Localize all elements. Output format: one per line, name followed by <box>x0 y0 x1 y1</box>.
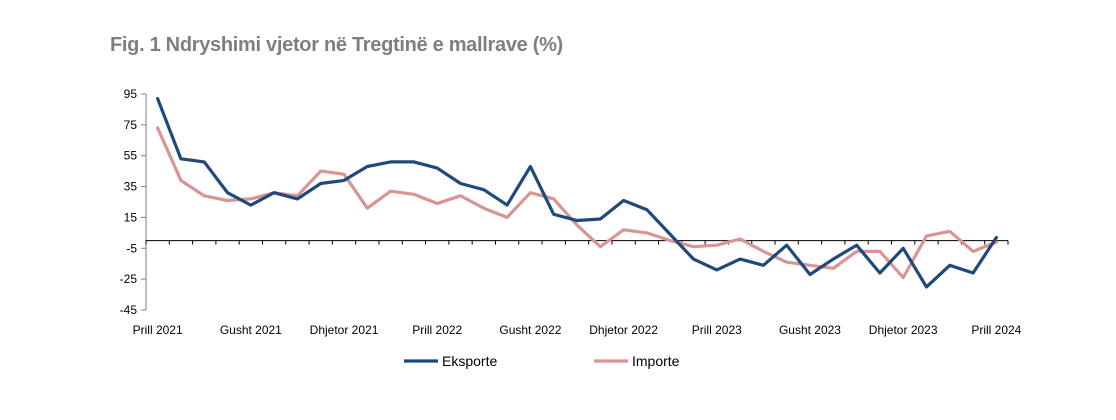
x-tick-label: Dhjetor 2022 <box>589 323 658 337</box>
x-tick-label: Prill 2023 <box>692 323 742 337</box>
y-tick-label: 35 <box>124 180 138 194</box>
x-tick-label: Gusht 2022 <box>499 323 561 337</box>
legend-label-eksporte: Eksporte <box>442 353 497 369</box>
series-line-eksporte <box>156 96 999 289</box>
y-axis-ticks: 95 75 55 35 15 -5 -25 -45 <box>120 87 146 317</box>
chart-title: Fig. 1 Ndryshimi vjetor në Tregtinë e ma… <box>110 34 563 56</box>
y-tick-label: -25 <box>120 272 138 286</box>
y-tick-label: 55 <box>124 149 138 163</box>
series-line-importe <box>156 126 999 280</box>
x-tick-label: Gusht 2021 <box>220 323 282 337</box>
y-tick-label: 75 <box>124 118 138 132</box>
y-tick-label: 95 <box>124 87 138 101</box>
x-tick-label: Prill 2022 <box>412 323 462 337</box>
y-tick-label: 15 <box>124 210 138 224</box>
x-tick-label: Gusht 2023 <box>779 323 841 337</box>
x-tick-label: Prill 2024 <box>971 323 1021 337</box>
x-axis-ticks: Prill 2021 Gusht 2021 Dhjetor 2021 Prill 20… <box>133 240 1022 337</box>
y-tick-label: -45 <box>120 303 138 317</box>
x-tick-label: Prill 2021 <box>133 323 183 337</box>
chart-series <box>156 96 999 289</box>
x-tick-label: Dhjetor 2021 <box>310 323 379 337</box>
x-tick-label: Dhjetor 2023 <box>869 323 938 337</box>
chart-axes <box>145 94 1008 310</box>
legend-label-importe: Importe <box>632 353 680 369</box>
y-tick-label: -5 <box>126 241 137 255</box>
chart-legend: Eksporte Importe <box>404 353 680 369</box>
